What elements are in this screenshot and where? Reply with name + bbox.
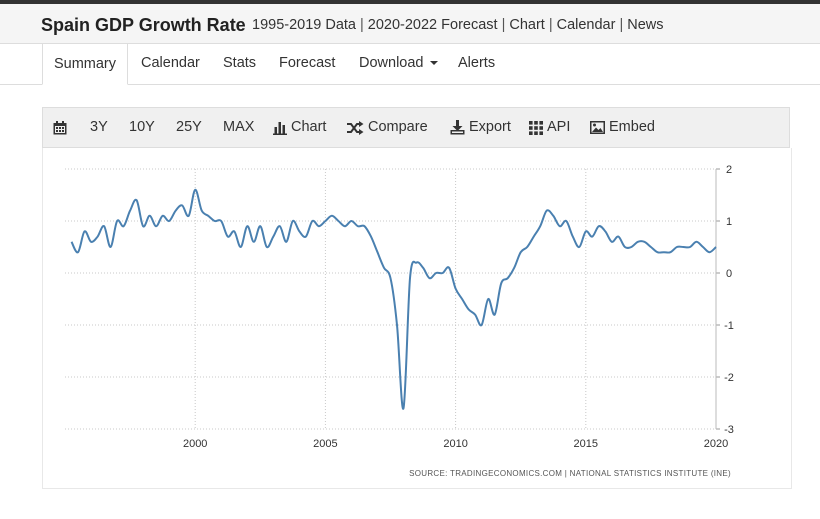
image-icon — [590, 121, 605, 134]
calendar-button[interactable] — [53, 108, 67, 147]
link-data[interactable]: 1995-2019 Data — [252, 17, 356, 33]
chart-container: 2000 2005 2010 2015 2020 2 1 0 -1 -2 -3 SOURCE: T… — [42, 148, 792, 489]
tab-calendar[interactable]: Calendar — [141, 43, 200, 84]
x-axis-ticks: 2000 2005 2010 2015 2020 — [183, 438, 728, 450]
chart-type-button[interactable]: Chart — [273, 108, 326, 147]
tab-bar: Summary Calendar Stats Forecast Download… — [0, 43, 820, 85]
separator: | — [548, 17, 553, 33]
x-tick-label: 2005 — [313, 438, 337, 450]
range-10y-button[interactable]: 10Y — [129, 119, 155, 135]
api-label: API — [547, 119, 571, 135]
link-forecast[interactable]: 2020-2022 Forecast — [367, 17, 498, 33]
y-tick-label: 0 — [726, 268, 732, 280]
tab-forecast[interactable]: Forecast — [279, 43, 335, 84]
tab-summary[interactable]: Summary — [42, 43, 128, 85]
gdp-growth-series-line — [70, 188, 717, 410]
tab-download[interactable]: Download — [359, 43, 438, 84]
separator: | — [619, 17, 624, 33]
y-tick-label: -3 — [724, 424, 734, 436]
tab-label: Calendar — [141, 55, 200, 71]
grid-icon — [529, 120, 543, 135]
page-header: Spain GDP Growth Rate 1995-2019 Data | 202… — [0, 4, 820, 44]
tab-label: Stats — [223, 55, 257, 71]
api-button[interactable]: API — [529, 108, 570, 147]
page-title: Spain GDP Growth Rate — [41, 15, 246, 35]
header-links: 1995-2019 Data | 2020-2022 Forecast | Chart |… — [252, 17, 663, 33]
separator: | — [501, 17, 506, 33]
x-tick-label: 2010 — [443, 438, 467, 450]
link-calendar[interactable]: Calendar — [556, 17, 616, 33]
embed-label: Embed — [609, 119, 655, 135]
y-tick-label: -2 — [724, 372, 734, 384]
top-accent-bar — [0, 0, 820, 4]
x-tick-label: 2015 — [574, 438, 598, 450]
line-chart: 2000 2005 2010 2015 2020 2 1 0 -1 -2 -3 SOURCE: T… — [65, 164, 734, 478]
x-tick-label: 2020 — [704, 438, 728, 450]
y-tick-label: -1 — [724, 320, 734, 332]
y-tick-label: 1 — [726, 216, 732, 228]
chart-source: SOURCE: TRADINGECONOMICS.COM | NATIONAL … — [409, 469, 731, 478]
link-news[interactable]: News — [627, 17, 664, 33]
range-25y-button[interactable]: 25Y — [176, 119, 202, 135]
export-button[interactable]: Export — [450, 108, 511, 147]
separator: | — [360, 17, 364, 33]
chart-toolbar: 3Y 10Y 25Y MAX Chart Compare Export API … — [42, 107, 790, 148]
range-max-button[interactable]: MAX — [223, 119, 255, 135]
range-3y-button[interactable]: 3Y — [90, 119, 108, 135]
y-axis-ticks: 2 1 0 -1 -2 -3 — [724, 164, 734, 436]
download-icon — [450, 120, 465, 135]
tab-stats[interactable]: Stats — [223, 43, 256, 84]
chart-label: Chart — [291, 119, 327, 135]
tab-label: Summary — [53, 56, 117, 72]
export-label: Export — [469, 119, 511, 135]
compare-label: Compare — [368, 119, 428, 135]
caret-down-icon — [429, 61, 438, 66]
bar-chart-icon — [273, 121, 287, 135]
tab-label: Download — [359, 55, 424, 71]
tab-alerts[interactable]: Alerts — [458, 43, 495, 84]
calendar-icon — [53, 120, 67, 134]
tab-label: Alerts — [458, 55, 496, 71]
shuffle-icon — [347, 120, 364, 135]
y-tick-label: 2 — [726, 164, 732, 176]
gridlines — [65, 168, 720, 430]
x-tick-label: 2000 — [183, 438, 207, 450]
compare-button[interactable]: Compare — [347, 108, 428, 147]
embed-button[interactable]: Embed — [590, 108, 655, 147]
link-chart[interactable]: Chart — [509, 17, 545, 33]
tab-label: Forecast — [279, 55, 336, 71]
